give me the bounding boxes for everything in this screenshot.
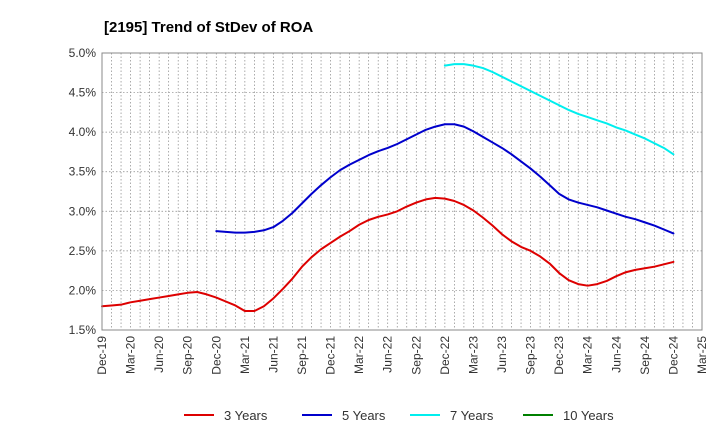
x-tick-label: Dec-22: [438, 336, 452, 375]
x-tick-label: Jun-20: [152, 336, 166, 373]
x-tick-label: Mar-22: [352, 336, 366, 374]
y-tick-label: 4.0%: [69, 125, 97, 139]
x-tick-label: Mar-20: [124, 336, 138, 374]
x-tick-label: Sep-22: [409, 336, 423, 375]
x-axis: Dec-19 Mar-20 Jun-20 Sep-20 Dec-20 Mar-21 Jun-…: [95, 336, 709, 375]
y-tick-label: 1.5%: [69, 323, 97, 337]
x-tick-label: Mar-21: [238, 336, 252, 374]
y-tick-label: 5.0%: [69, 46, 97, 60]
series-line-7-years: [443, 63, 675, 156]
x-tick-label: Dec-21: [324, 336, 338, 375]
y-axis: 1.5% 2.0% 2.5% 3.0% 3.5% 4.0% 4.5% 5.0%: [69, 46, 97, 337]
x-tick-label: Jun-24: [609, 336, 623, 373]
x-tick-label: Dec-20: [209, 336, 223, 375]
legend-label-5-years: 5 Years: [342, 408, 386, 423]
y-tick-label: 3.0%: [69, 204, 97, 218]
legend-label-3-years: 3 Years: [224, 408, 268, 423]
legend-label-10-years: 10 Years: [563, 408, 614, 423]
x-tick-label: Dec-19: [95, 336, 109, 375]
x-tick-label: Mar-24: [581, 336, 595, 374]
x-tick-label: Jun-22: [381, 336, 395, 373]
x-tick-label: Sep-20: [181, 336, 195, 375]
x-tick-label: Jun-23: [495, 336, 509, 373]
x-tick-label: Sep-21: [295, 336, 309, 375]
plot-area: [101, 63, 675, 313]
x-tick-label: Dec-24: [666, 336, 680, 375]
y-tick-label: 2.5%: [69, 244, 97, 258]
x-tick-label: Jun-21: [266, 336, 280, 373]
grid: [102, 53, 702, 330]
series-line-5-years: [215, 123, 675, 235]
y-tick-label: 2.0%: [69, 283, 97, 297]
x-tick-label: Sep-23: [524, 336, 538, 375]
x-tick-label: Sep-24: [638, 336, 652, 375]
plot-frame: [101, 52, 703, 331]
legend: 3 Years 5 Years 7 Years 10 Years: [184, 408, 614, 423]
legend-label-7-years: 7 Years: [450, 408, 494, 423]
series-line-3-years: [101, 196, 675, 313]
y-tick-label: 3.5%: [69, 165, 97, 179]
y-tick-label: 4.5%: [69, 86, 97, 100]
chart-title: [2195] Trend of StDev of ROA: [104, 19, 313, 36]
x-tick-label: Mar-25: [695, 336, 709, 374]
x-tick-label: Dec-23: [552, 336, 566, 375]
x-tick-label: Mar-23: [466, 336, 480, 374]
